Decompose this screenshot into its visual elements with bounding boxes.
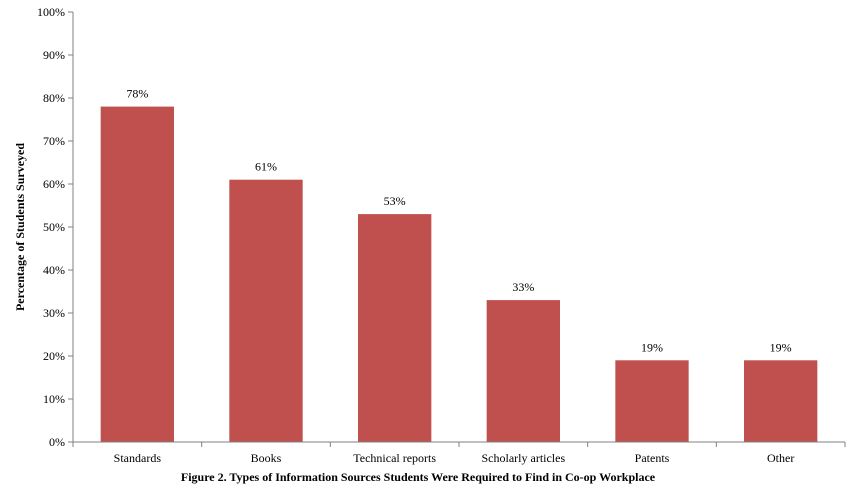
y-tick-label: 30% — [43, 306, 65, 320]
y-tick-label: 80% — [43, 91, 65, 105]
y-tick-label: 100% — [37, 5, 65, 19]
bar-standards — [100, 106, 175, 442]
figure-caption: Figure 2. Types of Information Sources S… — [181, 470, 656, 484]
bar-patents — [615, 360, 689, 442]
y-axis-title: Percentage of Students Surveyed — [13, 143, 27, 311]
data-label: 53% — [384, 194, 406, 208]
data-label: 19% — [770, 340, 792, 354]
data-label: 78% — [126, 87, 148, 101]
y-tick-label: 0% — [49, 435, 65, 449]
y-tick-label: 20% — [43, 349, 65, 363]
data-labels-group: 78% 61% 53% 33% 19% 19% — [126, 87, 791, 355]
category-label: Scholarly articles — [482, 451, 566, 465]
y-tick-label: 50% — [43, 220, 65, 234]
category-labels-group: Standards Books Technical reports Scholarly… — [114, 451, 795, 465]
category-label: Standards — [114, 451, 162, 465]
bars-group — [100, 106, 818, 442]
category-label: Technical reports — [353, 451, 436, 465]
data-label: 61% — [255, 160, 277, 174]
axes-group — [72, 12, 845, 443]
category-label: Patents — [635, 451, 670, 465]
bar-technical-reports — [357, 214, 432, 442]
data-label: 19% — [641, 340, 663, 354]
data-label: 33% — [512, 280, 534, 294]
y-tick-label: 60% — [43, 177, 65, 191]
y-tick-label: 40% — [43, 263, 65, 277]
bar-other — [743, 360, 818, 442]
y-tick-label: 70% — [43, 134, 65, 148]
bar-books — [229, 179, 303, 442]
bar-scholarly-articles — [486, 300, 561, 442]
y-tick-label: 90% — [43, 48, 65, 62]
category-label: Other — [767, 451, 794, 465]
category-label: Books — [251, 451, 282, 465]
y-ticks-group: 0% 10% 20% 30% 40% 50% 60% 70% 80% 90% 100% — [37, 5, 846, 449]
y-tick-label: 10% — [43, 392, 65, 406]
